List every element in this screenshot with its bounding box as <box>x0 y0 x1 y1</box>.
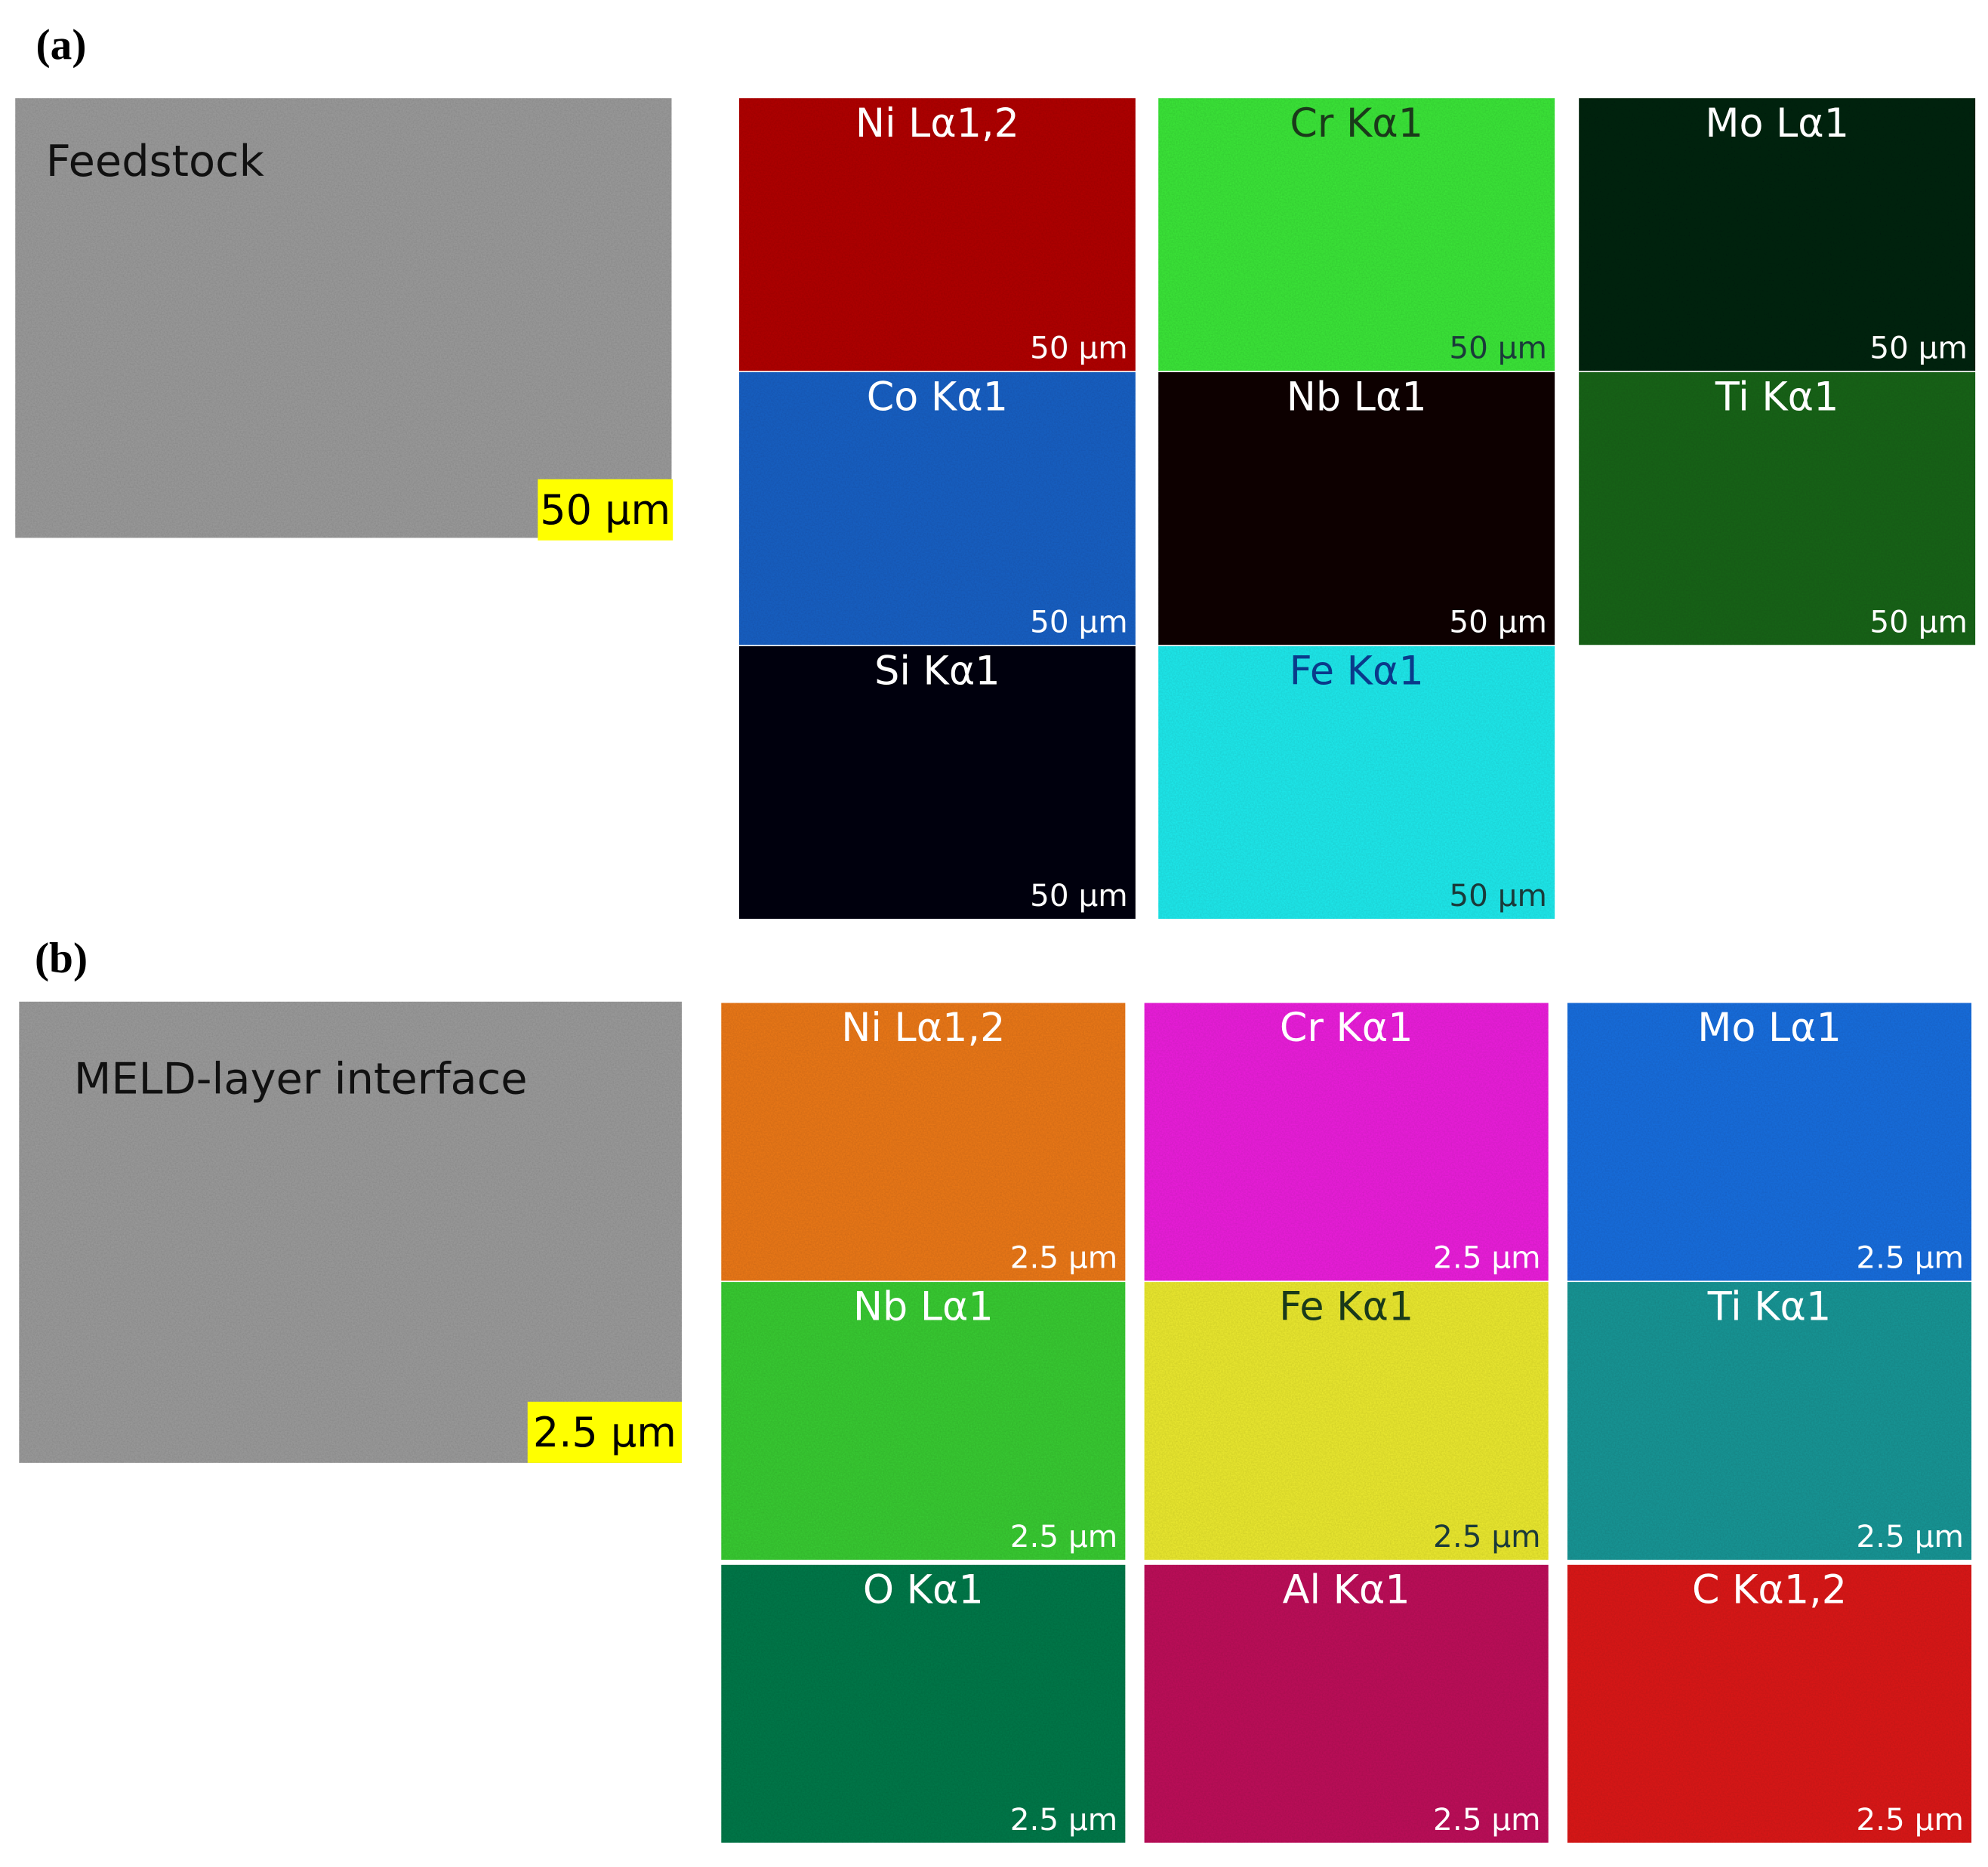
element-label: Ni Lα1,2 <box>855 100 1019 146</box>
map-scale-bar: 50 µm <box>1030 329 1128 365</box>
eds-map <box>721 1003 1126 1281</box>
eds-map <box>738 645 1136 920</box>
sem-image <box>19 1001 682 1463</box>
map-scale-bar: 50 µm <box>1449 329 1547 365</box>
map-scale-bar: 2.5 µm <box>1433 1240 1541 1276</box>
element-label: Mo Lα1 <box>1705 100 1849 146</box>
eds-map <box>1567 1564 1972 1843</box>
element-label: Ni Lα1,2 <box>841 1005 1005 1051</box>
element-label: Nb Lα1 <box>1287 374 1427 421</box>
map-scale-bar: 50 µm <box>1449 877 1547 913</box>
element-label: Al Kα1 <box>1283 1567 1410 1613</box>
element-label: C Kα1,2 <box>1692 1567 1847 1613</box>
map-scale-bar: 50 µm <box>1869 603 1968 639</box>
element-label: Nb Lα1 <box>853 1284 994 1330</box>
eds-map <box>1158 372 1555 645</box>
element-label: Mo Lα1 <box>1697 1005 1842 1051</box>
map-scale-bar: 2.5 µm <box>1856 1240 1964 1276</box>
element-label: Si Kα1 <box>874 649 1000 695</box>
map-scale-bar: 50 µm <box>1030 603 1128 639</box>
eds-map <box>1567 1003 1972 1281</box>
map-scale-bar: 2.5 µm <box>1010 1801 1118 1838</box>
eds-map <box>721 1282 1126 1560</box>
map-scale-bar: 2.5 µm <box>1856 1518 1964 1554</box>
map-scale-bar: 2.5 µm <box>1433 1518 1541 1554</box>
scale-bar-label: 50 µm <box>540 486 670 534</box>
element-label: Fe Kα1 <box>1279 1284 1413 1330</box>
map-scale-bar: 2.5 µm <box>1856 1801 1964 1838</box>
scale-bar-box <box>538 479 673 541</box>
map-scale-bar: 2.5 µm <box>1433 1801 1541 1838</box>
panel-label: (b) <box>35 935 88 982</box>
eds-map <box>1579 372 1976 645</box>
element-label: Fe Kα1 <box>1290 649 1424 695</box>
element-label: Cr Kα1 <box>1290 100 1423 146</box>
element-label: O Kα1 <box>863 1567 984 1613</box>
map-scale-bar: 50 µm <box>1030 877 1128 913</box>
sem-image-label: MELD-layer interface <box>74 1053 528 1104</box>
element-label: Cr Kα1 <box>1280 1005 1413 1051</box>
eds-map <box>1158 98 1555 371</box>
sem-image <box>15 98 672 538</box>
eds-map <box>738 372 1136 645</box>
eds-map <box>1579 98 1976 371</box>
scale-bar-label: 2.5 µm <box>533 1409 677 1456</box>
map-scale-bar: 2.5 µm <box>1010 1240 1118 1276</box>
panel-label: (a) <box>36 21 87 69</box>
eds-map <box>721 1564 1126 1843</box>
element-label: Ti Kα1 <box>1707 1284 1832 1330</box>
eds-map <box>1144 1564 1549 1843</box>
sem-image-label: Feedstock <box>46 136 265 186</box>
scale-bar-box <box>527 1401 682 1463</box>
eds-map <box>738 98 1136 371</box>
element-label: Co Kα1 <box>867 374 1008 421</box>
eds-map <box>1567 1282 1972 1560</box>
eds-map <box>1144 1003 1549 1281</box>
element-label: Ti Kα1 <box>1715 374 1839 421</box>
eds-map <box>1144 1282 1549 1560</box>
map-scale-bar: 50 µm <box>1869 329 1968 365</box>
map-scale-bar: 2.5 µm <box>1010 1518 1118 1554</box>
eds-map <box>1158 645 1555 920</box>
map-scale-bar: 50 µm <box>1449 603 1547 639</box>
